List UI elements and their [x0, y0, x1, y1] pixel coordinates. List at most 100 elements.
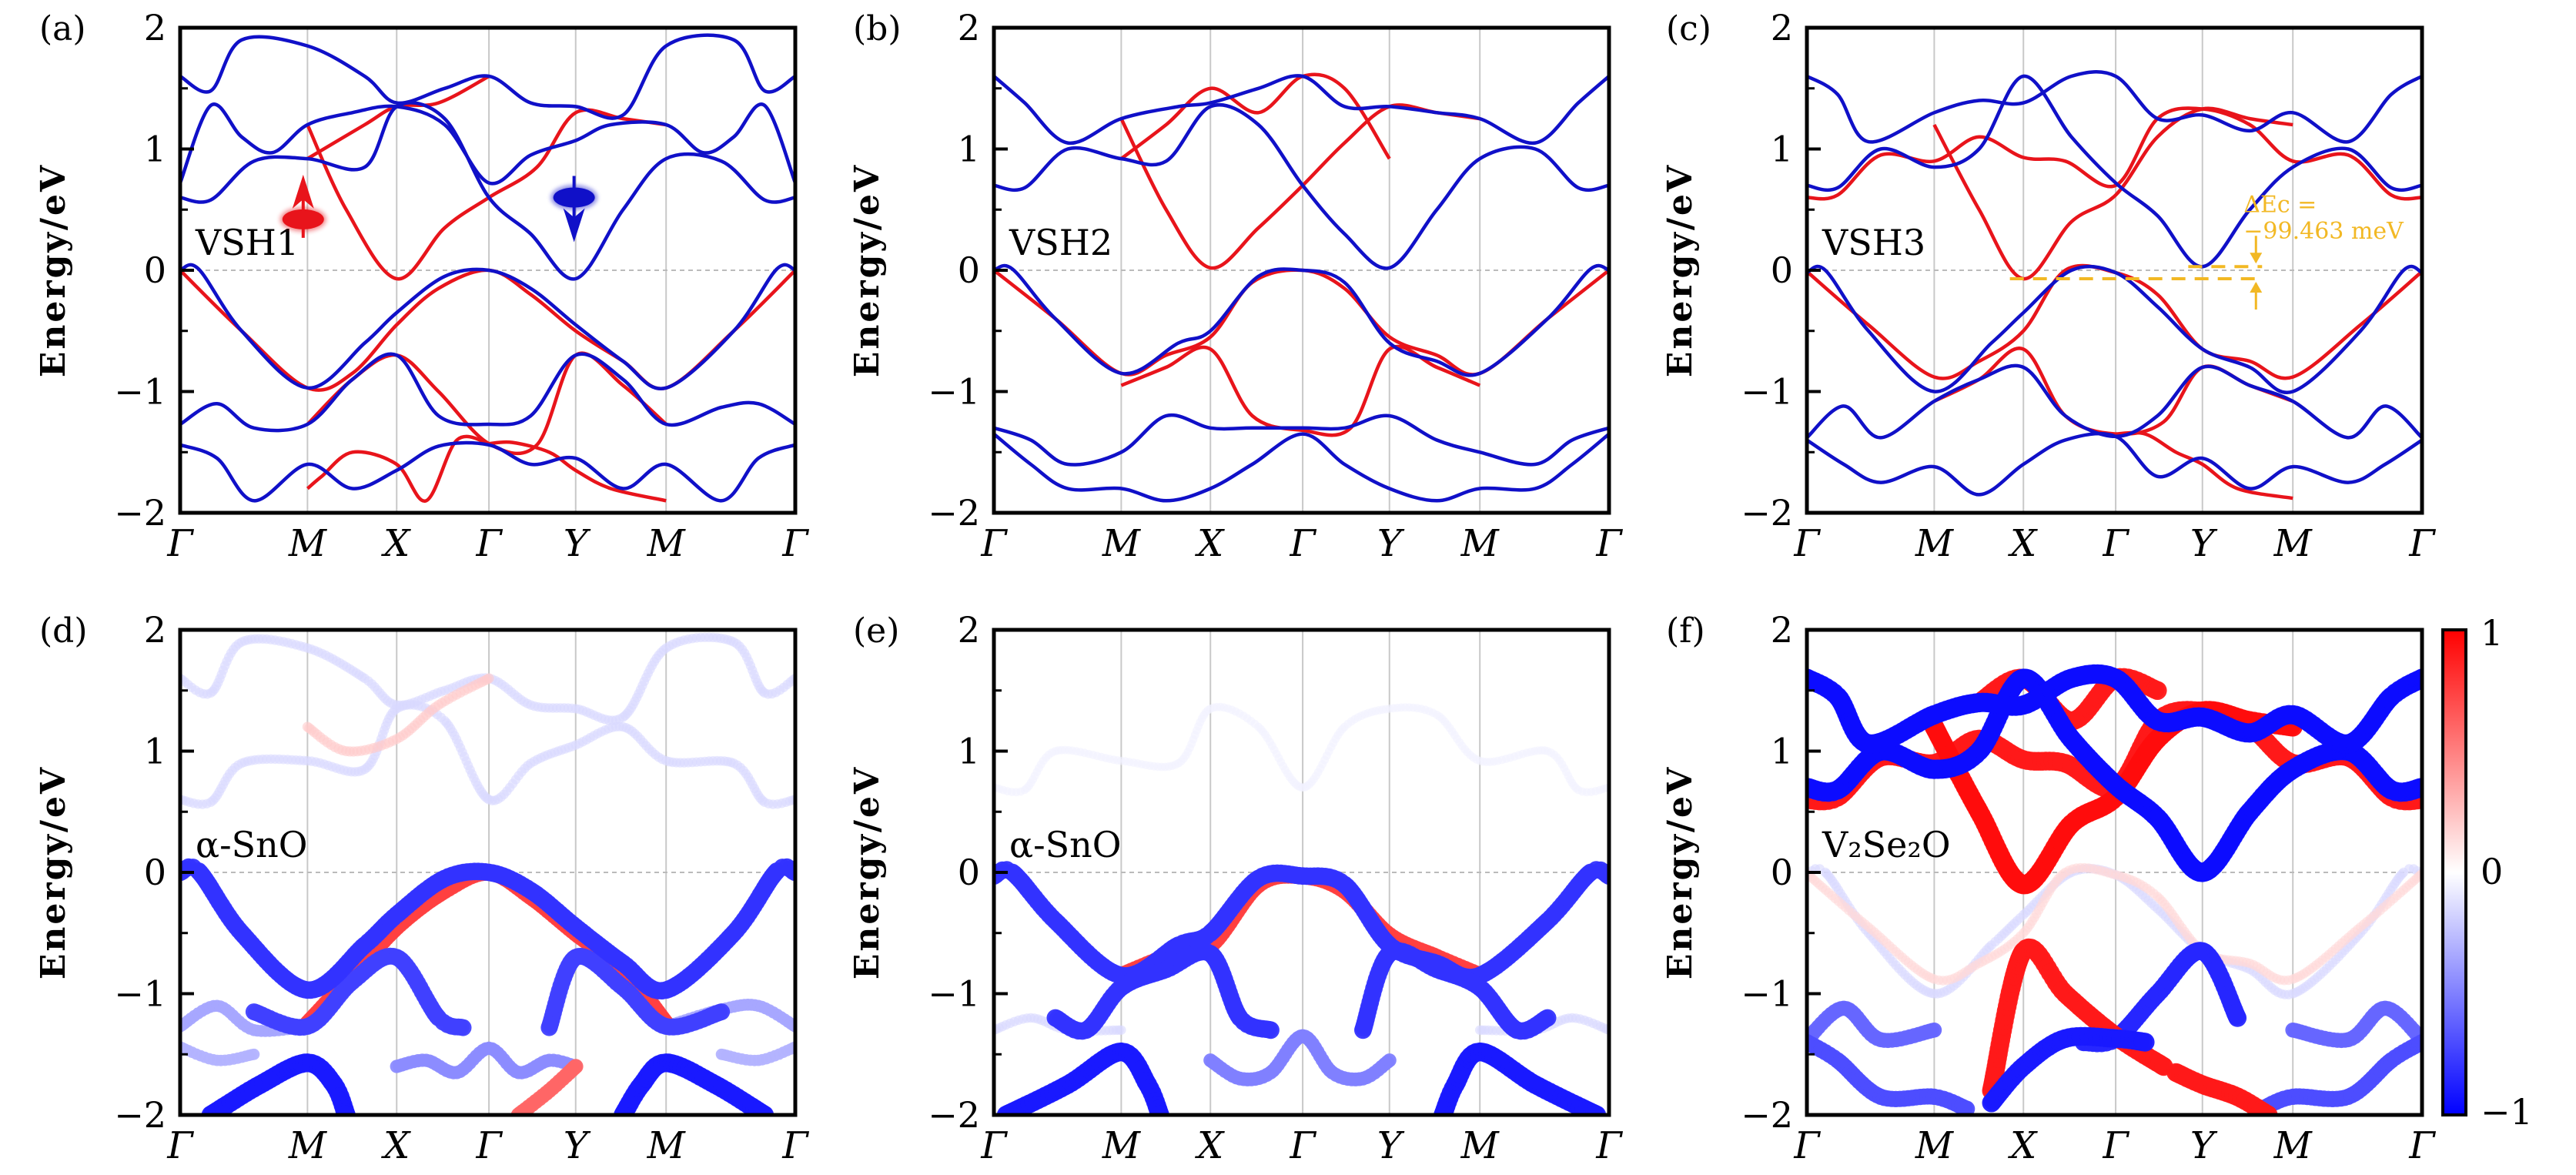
xtick-label: Γ [980, 1124, 1008, 1167]
band-5 [614, 1053, 774, 1115]
xtick-label: X [2007, 1124, 2038, 1167]
xtick-label: Γ [980, 522, 1008, 565]
band-point [2414, 1033, 2422, 1051]
xtick-label: M [2273, 522, 2313, 565]
band-14 [2253, 1033, 2422, 1115]
ytick-label: −1 [928, 973, 980, 1015]
xtick-label: Y [2190, 522, 2218, 565]
band-4 [201, 1053, 356, 1115]
band-down-2 [180, 102, 795, 186]
band-11 [2285, 1000, 2422, 1049]
material-label: V₂Se₂O [1822, 824, 1951, 865]
xtick-label: Γ [1289, 1124, 1316, 1167]
xtick-label: Γ [781, 1124, 809, 1167]
band-6 [180, 700, 795, 809]
panel-b: −2 −1 0 1 2 Γ M X Γ Y M Γ Energy/eV (b) VSH2 [848, 7, 1623, 565]
y-axis-label: Energy/eV [34, 163, 73, 377]
band-point [483, 673, 494, 684]
band-point [1926, 1023, 1942, 1038]
xtick-label: M [2273, 1124, 2313, 1167]
colorbar-tick-mid: 0 [2481, 851, 2503, 892]
xtick-label: M [647, 522, 687, 565]
xtick-label: Γ [2102, 1124, 2129, 1167]
xtick-label: M [1460, 522, 1500, 565]
band-up-2 [994, 268, 1609, 377]
y-axis-label: Energy/eV [848, 765, 887, 979]
spin-up-icon [279, 174, 326, 238]
xtick-label: X [1194, 522, 1225, 565]
bands [180, 632, 795, 1115]
spin-ellipse [553, 187, 595, 208]
band-up-3 [306, 351, 667, 456]
xtick-label: M [647, 1124, 687, 1167]
panel-a: −2 −1 0 1 2 Γ M X Γ Y M Γ Energy/eV (a) VSH1 [34, 7, 809, 565]
ytick-label: 2 [958, 7, 980, 49]
band-8 [302, 673, 494, 757]
bands [994, 702, 1609, 1115]
ytick-label: 0 [1771, 249, 1793, 291]
xtick-label: M [288, 522, 328, 565]
y-axis-label: Energy/eV [848, 163, 887, 377]
ytick-label: 0 [1771, 852, 1793, 893]
band-0 [180, 858, 795, 1000]
panel-label: (b) [853, 9, 902, 49]
ytick-label: 1 [1771, 731, 1793, 772]
ytick-label: 1 [144, 731, 166, 772]
bands [1807, 664, 2422, 1115]
band-point [454, 1019, 472, 1036]
xtick-label: Γ [1793, 1124, 1821, 1167]
xtick-label: Γ [781, 522, 809, 565]
ytick-label: 0 [144, 852, 166, 893]
panel-d: −2 −1 0 1 2 Γ M X Γ Y M Γ Energy/eV (d) α-SnO [34, 609, 809, 1167]
band-up-2 [180, 268, 795, 392]
band-down-3 [994, 413, 1609, 467]
xtick-label: X [2007, 522, 2038, 565]
band-0 [994, 861, 1609, 986]
band-point [1587, 1105, 1607, 1115]
band-point [1600, 867, 1609, 885]
ytick-label: −2 [114, 1094, 166, 1136]
offset-label-line2: −99.463 meV [2243, 218, 2404, 245]
ytick-label: 1 [1771, 129, 1793, 170]
panel-c: −2 −1 0 1 2 Γ M X Γ Y M Γ Energy/eV (c) VSH3 ΔEc =−99.4… [1661, 7, 2436, 565]
band-point [786, 863, 795, 882]
ytick-label: −2 [1741, 1094, 1793, 1136]
colorbar: 1 0 −1 [2441, 612, 2533, 1133]
material-label: VSH3 [1822, 222, 1925, 263]
band-point [336, 1105, 356, 1115]
xtick-label: M [288, 1124, 328, 1167]
xtick-label: Γ [1793, 522, 1821, 565]
band-down-2 [994, 74, 1609, 146]
band-point [1116, 1025, 1126, 1036]
xtick-label: Y [1377, 1124, 1405, 1167]
ytick-label: −1 [928, 371, 980, 413]
band-3 [1354, 942, 1557, 1040]
band-point [1959, 1100, 1975, 1115]
xtick-label: Γ [2408, 1124, 2436, 1167]
spin-ellipse [282, 209, 324, 229]
xtick-label: M [1915, 1124, 1955, 1167]
xtick-label: M [1102, 1124, 1142, 1167]
spin-down-icon [550, 176, 597, 243]
band-up-0 [306, 108, 667, 281]
band-point [754, 1105, 774, 1115]
ytick-label: −2 [1741, 492, 1793, 534]
panel-f: −2 −1 0 1 2 Γ M X Γ Y M Γ Energy/eV (f) V₂Se₂O [1661, 609, 2436, 1167]
band-point [2412, 668, 2422, 688]
xtick-label: Γ [166, 1124, 194, 1167]
band-4 [996, 1042, 1169, 1115]
xtick-label: Γ [475, 522, 503, 565]
ytick-label: 1 [958, 731, 980, 772]
band-point [568, 1059, 584, 1074]
band-9 [1982, 1026, 2155, 1113]
band-point [1150, 1105, 1169, 1115]
band-3 [1807, 664, 2422, 755]
ytick-label: −1 [1741, 371, 1793, 413]
band-point [1382, 1053, 1397, 1068]
band-point [1262, 1021, 1280, 1039]
band-7 [180, 632, 795, 725]
band-point [248, 1048, 260, 1060]
xtick-label: Γ [2408, 522, 2436, 565]
band-down-1 [1807, 74, 2422, 269]
